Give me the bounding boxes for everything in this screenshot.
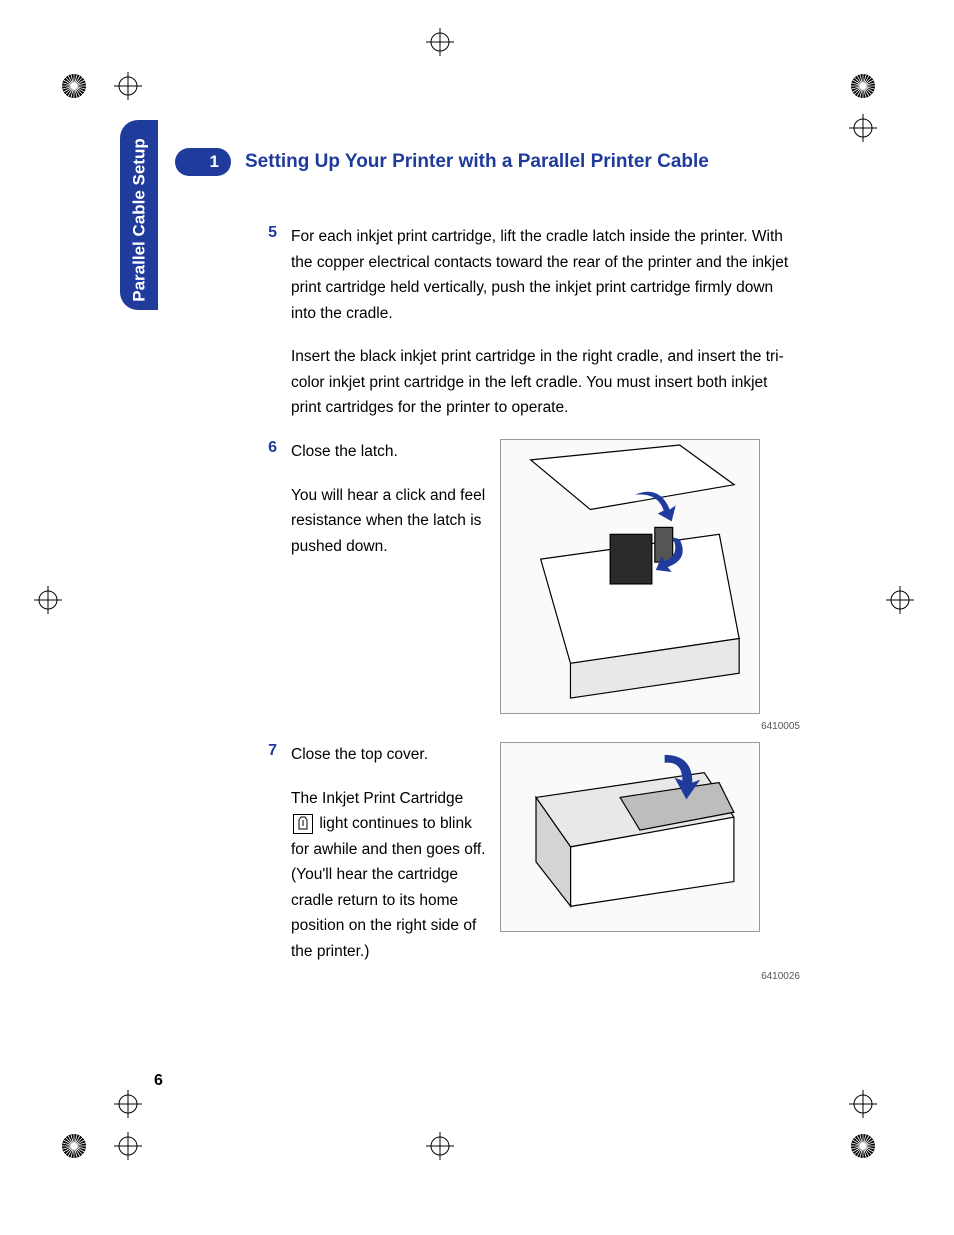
step-6-p2: You will hear a click and feel resistanc… <box>261 483 486 560</box>
printer-open-illustration-icon <box>501 440 759 713</box>
chapter-number: 1 <box>210 152 219 172</box>
figure-printer-open <box>500 439 760 714</box>
step-5: 5 For each inkjet print cartridge, lift … <box>175 224 800 421</box>
chapter-header: 1 Setting Up Your Printer with a Paralle… <box>175 148 800 176</box>
step-6-p1: Close the latch. <box>291 439 486 465</box>
printer-closed-illustration-icon <box>501 743 759 931</box>
chapter-title: Setting Up Your Printer with a Parallel … <box>245 151 709 173</box>
side-tab-label: Parallel Cable Setup <box>130 133 150 308</box>
step-number: 6 <box>261 439 277 465</box>
figure-id: 6410005 <box>761 721 800 732</box>
registration-radial-icon <box>60 1132 88 1160</box>
step-7-p2a: The Inkjet Print Cartridge <box>291 790 463 807</box>
registration-cross-icon <box>114 1132 142 1160</box>
registration-cross-icon <box>849 1090 877 1118</box>
step-number: 7 <box>261 742 277 768</box>
registration-cross-icon <box>114 1090 142 1118</box>
registration-cross-icon <box>34 586 62 614</box>
step-7-p1: Close the top cover. <box>291 742 486 768</box>
step-number: 5 <box>261 224 277 421</box>
registration-cross-icon <box>426 1132 454 1160</box>
step-6: 6 Close the latch. You will hear a click… <box>175 439 800 714</box>
registration-radial-icon <box>849 72 877 100</box>
step-7-p2: The Inkjet Print Cartridge light continu… <box>261 786 486 965</box>
figure-id: 6410026 <box>761 971 800 982</box>
cartridge-light-icon <box>293 814 313 834</box>
registration-radial-icon <box>60 72 88 100</box>
step-body: For each inkjet print cartridge, lift th… <box>291 224 800 421</box>
page-content: 1 Setting Up Your Printer with a Paralle… <box>175 148 800 992</box>
step-5-p1: For each inkjet print cartridge, lift th… <box>291 224 800 326</box>
registration-cross-icon <box>886 586 914 614</box>
registration-cross-icon <box>114 72 142 100</box>
registration-cross-icon <box>849 114 877 142</box>
step-7: 7 Close the top cover. The Inkjet Print … <box>175 742 800 965</box>
step-7-p2b: light continues to blink for awhile and … <box>291 815 485 960</box>
page-number: 6 <box>154 1072 163 1090</box>
side-tab: Parallel Cable Setup <box>120 120 158 310</box>
registration-radial-icon <box>849 1132 877 1160</box>
figure-printer-closed <box>500 742 760 932</box>
chapter-number-badge: 1 <box>175 148 231 176</box>
step-5-p2: Insert the black inkjet print cartridge … <box>291 344 800 421</box>
registration-cross-icon <box>426 28 454 56</box>
